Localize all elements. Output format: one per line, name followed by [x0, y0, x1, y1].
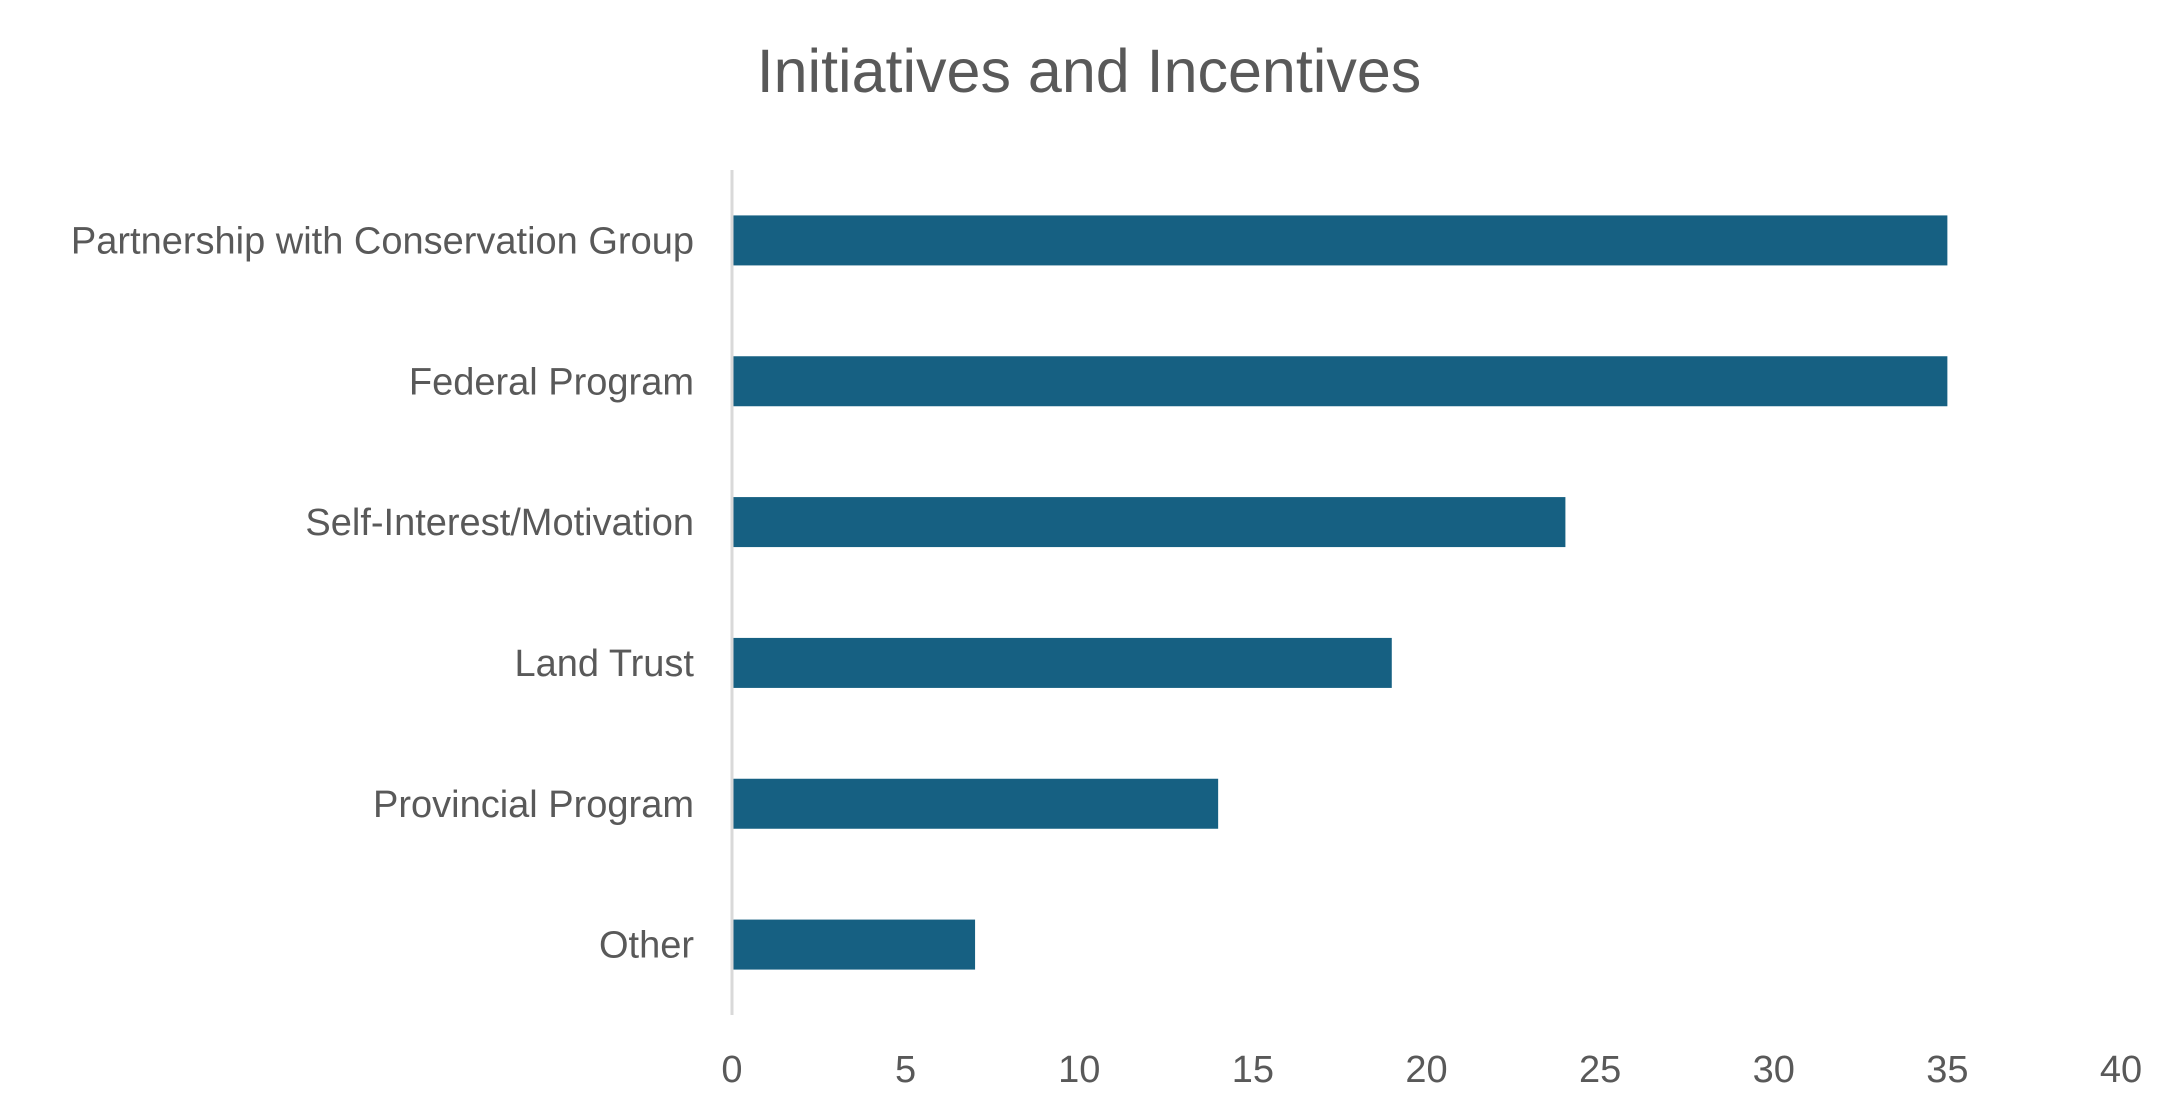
category-label-4: Provincial Program	[373, 784, 694, 826]
bar-0	[732, 215, 1948, 266]
bar-2	[732, 497, 1566, 548]
bar-3	[732, 637, 1392, 688]
category-label-2: Self-Interest/Motivation	[305, 502, 694, 544]
x-tick-label-2: 10	[1058, 1049, 1100, 1091]
x-tick-labels: 0 5 10 15 20 25 30 35 40	[721, 1049, 2142, 1091]
x-tick-label-5: 25	[1579, 1049, 1621, 1091]
category-label-5: Other	[599, 925, 694, 967]
category-label-3: Land Trust	[514, 643, 694, 685]
x-tick-label-8: 40	[2100, 1049, 2142, 1091]
bar-4	[732, 778, 1219, 829]
x-tick-label-4: 20	[1405, 1049, 1447, 1091]
bars-layer	[732, 215, 1948, 970]
x-tick-label-7: 35	[1926, 1049, 1968, 1091]
bar-1	[732, 356, 1948, 407]
category-label-0: Partnership with Conservation Group	[71, 220, 694, 262]
x-tick-label-3: 15	[1232, 1049, 1274, 1091]
chart-title: Initiatives and Incentives	[757, 37, 1422, 105]
bar-5	[732, 919, 976, 970]
x-tick-label-6: 30	[1753, 1049, 1795, 1091]
category-label-1: Federal Program	[409, 361, 694, 403]
x-tick-label-1: 5	[895, 1049, 916, 1091]
x-tick-label-0: 0	[721, 1049, 742, 1091]
category-labels: Partnership with Conservation Group Feder…	[71, 220, 695, 966]
